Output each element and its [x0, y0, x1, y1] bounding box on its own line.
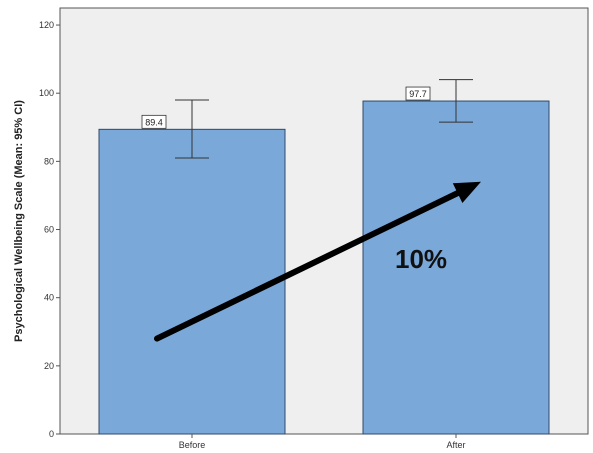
data-labels: 89.4 97.7: [141, 86, 431, 129]
bar-after: [362, 100, 550, 435]
bar-before: [98, 128, 286, 435]
y-tick-label: 120: [39, 20, 54, 30]
x-category-label: Before: [179, 440, 206, 450]
data-label-box: [405, 86, 431, 101]
y-tick-label: 100: [39, 88, 54, 98]
y-tick-label: 80: [44, 156, 54, 166]
arrow-head: [452, 181, 481, 204]
data-label-box: [141, 114, 167, 129]
y-tick-label: 60: [44, 225, 54, 235]
error-bars: [175, 79, 473, 159]
y-tick-label: 0: [49, 429, 54, 439]
y-axis-label: Psychological Wellbeing Scale (Mean: 95%…: [13, 100, 25, 342]
arrow-shaft: [154, 190, 461, 342]
bars: [98, 100, 550, 435]
trend-arrow: 10%: [154, 181, 481, 342]
data-label: 89.4: [145, 117, 163, 127]
x-category-label: After: [446, 440, 465, 450]
y-tick-label: 20: [44, 361, 54, 371]
data-label: 97.7: [409, 89, 427, 99]
y-tick-label: 40: [44, 293, 54, 303]
annotation-text: 10%: [395, 244, 447, 274]
x-axis-categories: Before After: [179, 434, 466, 450]
y-axis-ticks: 0 20 40 60 80 100 120: [39, 20, 60, 439]
